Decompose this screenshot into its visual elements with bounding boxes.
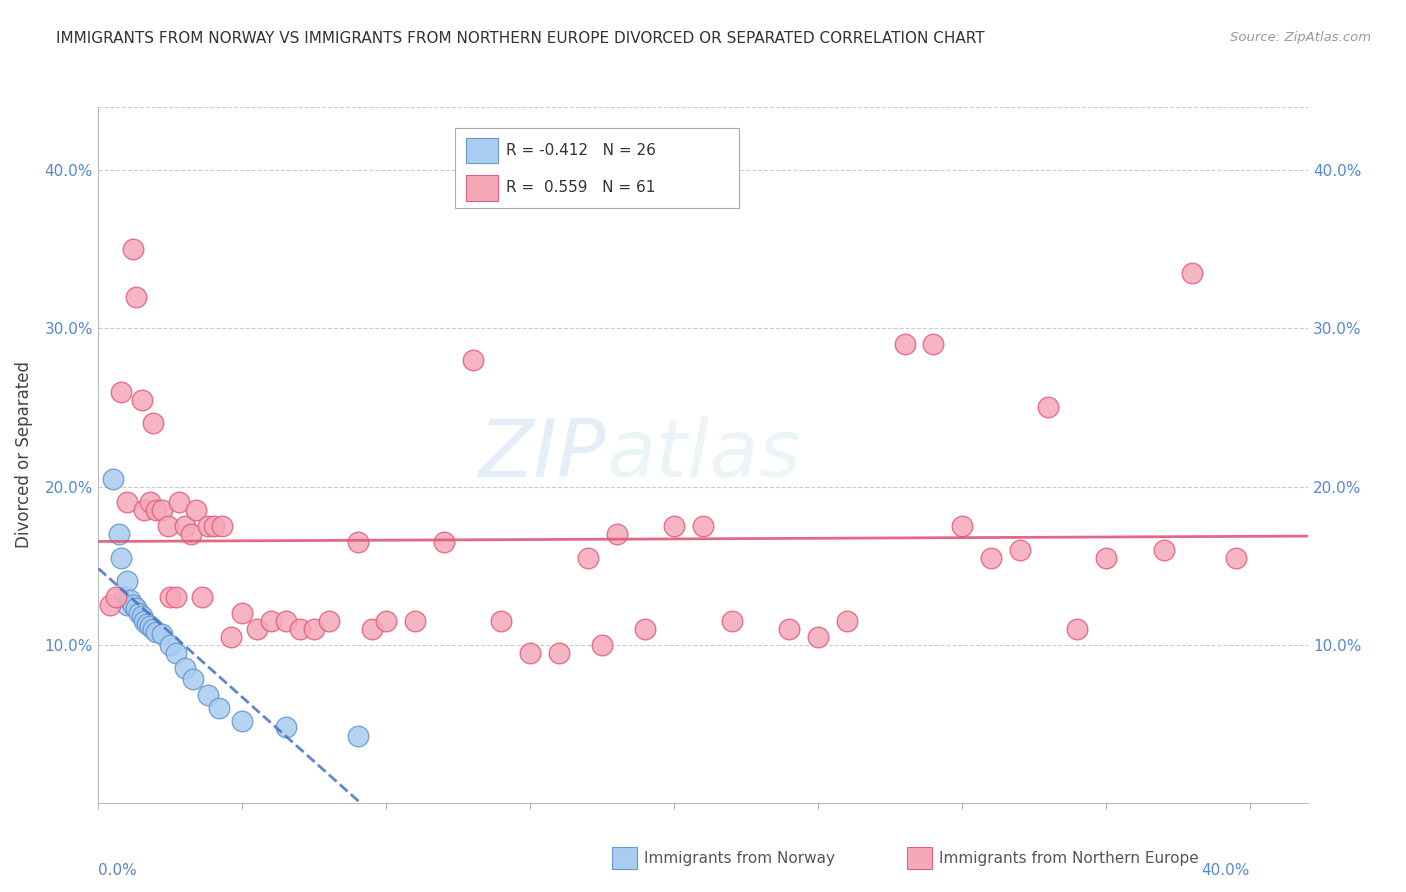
Point [664, 519, 686, 533]
Point [591, 638, 613, 652]
Point [180, 527, 202, 541]
Point [136, 617, 159, 632]
Point [159, 591, 181, 605]
Point [101, 472, 124, 486]
Point [112, 591, 135, 605]
Y-axis label: Divorced or Separated: Divorced or Separated [15, 361, 34, 549]
Point [548, 646, 571, 660]
Point [115, 495, 138, 509]
Point [219, 630, 242, 644]
Point [922, 337, 945, 351]
Point [125, 290, 148, 304]
Point [1181, 266, 1204, 280]
Point [191, 591, 214, 605]
Point [211, 519, 233, 533]
Point [346, 534, 368, 549]
Text: 0.0%: 0.0% [98, 863, 138, 878]
Point [893, 337, 915, 351]
Point [122, 598, 145, 612]
Point [519, 646, 541, 660]
Point [107, 527, 129, 541]
Point [142, 622, 165, 636]
Point [131, 392, 153, 407]
Point [1066, 622, 1088, 636]
Point [115, 574, 138, 589]
Point [1225, 550, 1247, 565]
Point [361, 622, 384, 636]
Text: IMMIGRANTS FROM NORWAY VS IMMIGRANTS FROM NORTHERN EUROPE DIVORCED OR SEPARATED : IMMIGRANTS FROM NORWAY VS IMMIGRANTS FRO… [56, 31, 984, 46]
Point [318, 614, 340, 628]
Point [274, 614, 297, 628]
Point [110, 550, 132, 565]
Text: ZIP: ZIP [479, 416, 606, 494]
Point [1008, 542, 1031, 557]
Point [208, 701, 231, 715]
Point [115, 598, 138, 612]
Text: Source: ZipAtlas.com: Source: ZipAtlas.com [1230, 31, 1371, 45]
Point [778, 622, 800, 636]
Point [720, 614, 742, 628]
Point [304, 622, 326, 636]
Point [139, 618, 162, 632]
Point [950, 519, 973, 533]
Point [980, 550, 1002, 565]
Point [606, 527, 628, 541]
Point [404, 614, 426, 628]
Point [288, 622, 311, 636]
Text: 40.0%: 40.0% [1202, 863, 1250, 878]
Point [125, 601, 148, 615]
Point [202, 519, 225, 533]
Point [231, 606, 253, 620]
Point [122, 243, 145, 257]
Point [197, 519, 219, 533]
Point [165, 591, 187, 605]
Point [375, 614, 398, 628]
Point [246, 622, 269, 636]
Point [260, 614, 283, 628]
Point [835, 614, 858, 628]
Point [692, 519, 714, 533]
Point [150, 626, 173, 640]
Point [128, 606, 150, 620]
Point [134, 614, 156, 628]
Point [346, 730, 368, 744]
Point [167, 495, 190, 509]
Point [461, 353, 484, 368]
Point [274, 720, 297, 734]
Point [142, 417, 165, 431]
Point [159, 638, 181, 652]
Point [150, 503, 173, 517]
Point [110, 384, 132, 399]
Point [98, 598, 121, 612]
Point [1095, 550, 1118, 565]
Point [231, 714, 253, 728]
Point [173, 519, 195, 533]
Text: R =  0.559   N = 61: R = 0.559 N = 61 [506, 180, 655, 195]
Point [134, 503, 156, 517]
Point [139, 495, 162, 509]
Point [1038, 401, 1060, 415]
Point [165, 646, 187, 660]
Point [186, 503, 208, 517]
Text: Immigrants from Northern Europe: Immigrants from Northern Europe [939, 851, 1199, 865]
Text: R = -0.412   N = 26: R = -0.412 N = 26 [506, 143, 657, 158]
Point [131, 609, 153, 624]
Point [634, 622, 657, 636]
Point [183, 673, 205, 687]
Point [156, 519, 179, 533]
Text: atlas: atlas [606, 416, 801, 494]
Point [433, 534, 456, 549]
Point [491, 614, 513, 628]
Point [145, 625, 167, 640]
Point [120, 593, 142, 607]
Point [145, 503, 167, 517]
Text: Immigrants from Norway: Immigrants from Norway [644, 851, 835, 865]
Point [1153, 542, 1175, 557]
Point [576, 550, 599, 565]
Point [173, 661, 195, 675]
Point [807, 630, 830, 644]
Point [197, 688, 219, 702]
Point [104, 591, 127, 605]
